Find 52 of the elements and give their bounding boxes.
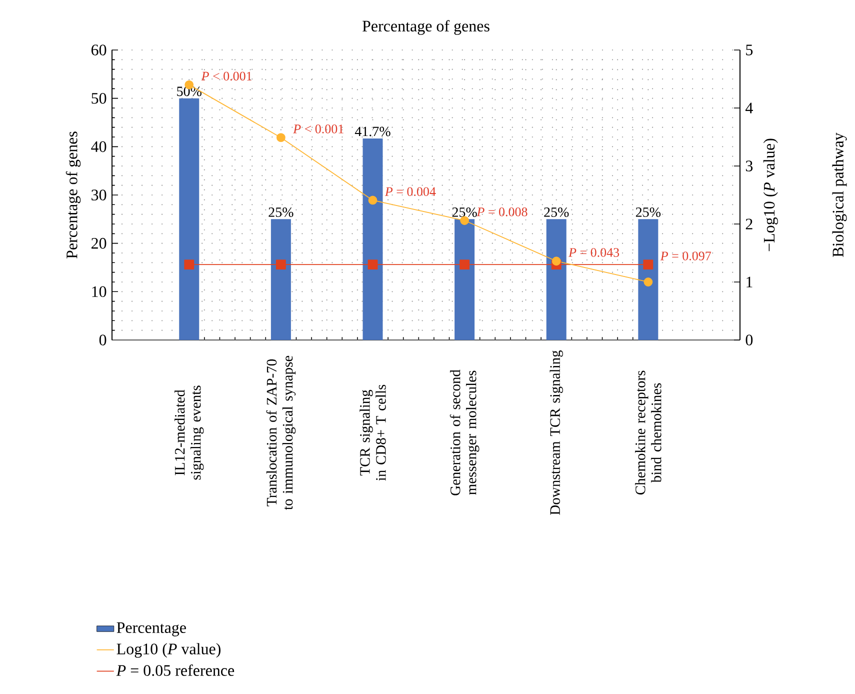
- legend-label: Log10 (P value): [116, 643, 220, 658]
- data-label: 41.7%: [354, 126, 390, 136]
- legend-label: P = 0.05 reference: [116, 664, 234, 676]
- y2-axis-title: −Log10 (P value): [763, 138, 778, 252]
- data-label: 25%: [452, 207, 477, 217]
- y-tick-label: 40: [91, 141, 106, 152]
- point: [276, 133, 286, 142]
- data-label: 25%: [268, 207, 294, 217]
- x-tick-label: Chemokine receptors bind chemokines: [635, 370, 662, 495]
- x-tick-label: Downstream TCR signaling: [550, 350, 563, 515]
- y2-tick-label: 0: [746, 334, 753, 346]
- y-tick-label: 50: [92, 92, 106, 104]
- chart-title: Percentage of genes: [362, 20, 490, 35]
- legend-label: Percentage: [116, 622, 186, 636]
- x-tick-label: TCR signaling in CD8+ T cells: [360, 384, 386, 481]
- bar: [546, 219, 566, 340]
- bar: [270, 219, 291, 340]
- annotation: P = 0.004: [384, 187, 436, 196]
- y2-tick-label: 2: [746, 218, 752, 230]
- data-label: 25%: [544, 207, 569, 217]
- point: [552, 256, 561, 266]
- data-label: 25%: [636, 207, 661, 217]
- point: [368, 260, 378, 270]
- annotation: P < 0.001: [201, 72, 252, 81]
- point: [460, 260, 470, 270]
- bar: [179, 98, 200, 340]
- y-tick-label: 30: [92, 190, 106, 200]
- y-tick-label: 10: [92, 286, 106, 298]
- y-tick-label: 0: [99, 334, 106, 346]
- y2-tick-label: 4: [746, 102, 753, 114]
- point: [644, 278, 653, 286]
- point: [368, 196, 378, 205]
- x-tick-label: Translocation of ZAP-70 to immunological synapse: [266, 356, 296, 510]
- point: [184, 260, 194, 270]
- annotation: P = 0.008: [476, 207, 528, 216]
- y-tick-label: 60: [91, 44, 106, 56]
- annotation: P = 0.043: [568, 248, 620, 257]
- x-tick-label: IL12-mediated signaling events: [174, 386, 204, 480]
- bar: [638, 219, 658, 340]
- text: Biological pathway: [832, 132, 847, 257]
- bar: [362, 138, 383, 340]
- y2-tick-label: 3: [746, 160, 753, 172]
- y2-tick-label: 1: [746, 276, 752, 288]
- x-tick-label: Generation of second messenger molecules: [450, 370, 480, 496]
- y-tick-label: 20: [92, 238, 106, 249]
- bar: [454, 219, 475, 340]
- annotation: P = 0.097: [660, 252, 712, 260]
- point: [643, 260, 654, 270]
- point: [276, 260, 286, 270]
- y-axis-title: Percentage of genes: [66, 132, 81, 259]
- y2-tick-label: 5: [746, 44, 753, 56]
- annotation: P < 0.001: [293, 124, 344, 134]
